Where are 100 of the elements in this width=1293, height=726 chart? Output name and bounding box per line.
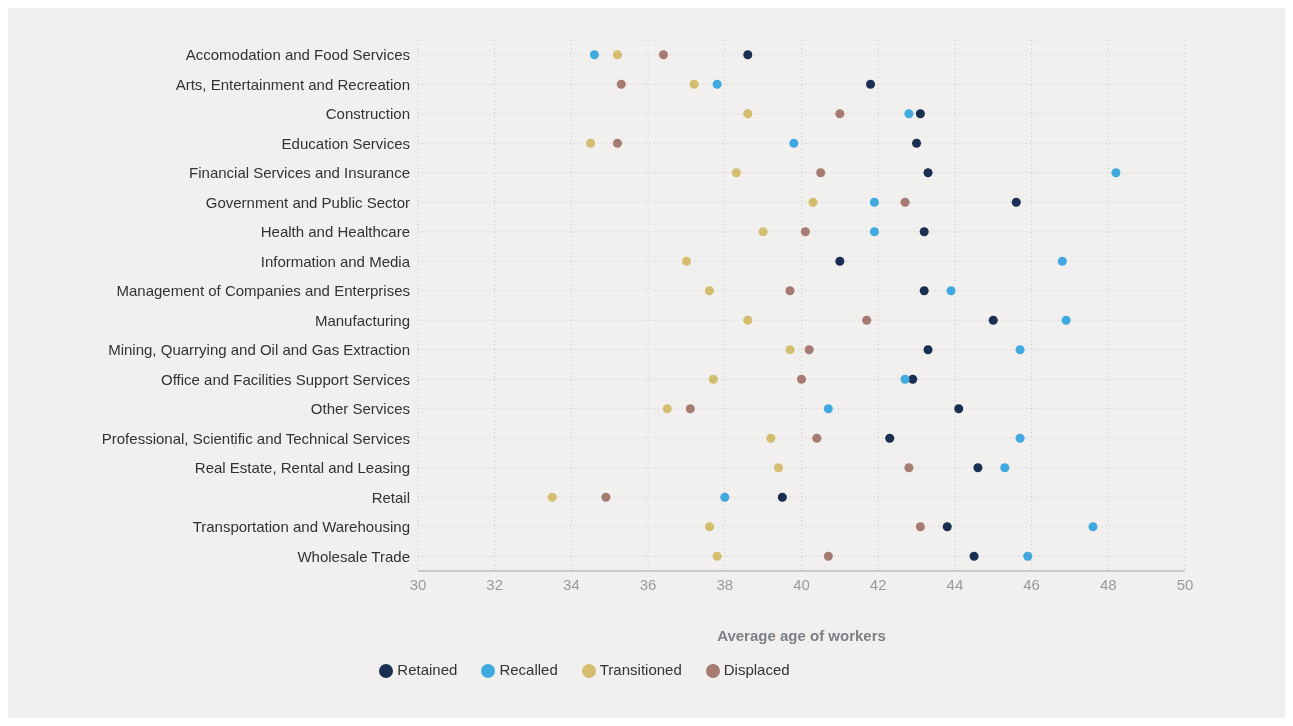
point bbox=[835, 109, 845, 119]
y-tick-label: Other Services bbox=[310, 400, 410, 418]
point bbox=[988, 315, 998, 325]
point bbox=[777, 492, 787, 502]
point bbox=[904, 463, 914, 473]
x-tick-label: 38 bbox=[716, 575, 734, 593]
legend-label: Transitioned bbox=[599, 660, 682, 678]
point bbox=[743, 109, 753, 119]
point bbox=[954, 404, 964, 414]
point bbox=[704, 522, 714, 532]
point bbox=[704, 286, 714, 296]
point bbox=[689, 79, 699, 89]
point bbox=[808, 197, 818, 207]
point bbox=[919, 227, 929, 237]
point bbox=[869, 197, 879, 207]
x-tick-label: 34 bbox=[563, 575, 580, 593]
point bbox=[946, 286, 956, 296]
point bbox=[681, 256, 691, 266]
point bbox=[586, 138, 596, 148]
point bbox=[900, 197, 910, 207]
point bbox=[758, 227, 768, 237]
x-tick-label: 46 bbox=[1023, 575, 1040, 593]
point bbox=[685, 404, 695, 414]
point bbox=[823, 404, 833, 414]
point bbox=[612, 138, 622, 148]
point bbox=[969, 551, 979, 561]
y-tick-label: Mining, Quarrying and Oil and Gas Extraction bbox=[108, 341, 410, 359]
point bbox=[601, 492, 611, 502]
point bbox=[712, 79, 722, 89]
point bbox=[1011, 197, 1021, 207]
point bbox=[616, 79, 626, 89]
point bbox=[1000, 463, 1010, 473]
y-tick-label: Construction bbox=[325, 105, 410, 123]
y-tick-label: Office and Facilities Support Services bbox=[160, 370, 410, 388]
point bbox=[547, 492, 557, 502]
x-tick-label: 50 bbox=[1176, 575, 1194, 593]
point bbox=[785, 345, 795, 355]
point bbox=[904, 109, 914, 119]
point bbox=[720, 492, 730, 502]
x-axis-title: Average age of workers bbox=[717, 626, 886, 644]
point bbox=[785, 286, 795, 296]
legend-label: Displaced bbox=[723, 660, 790, 678]
point bbox=[885, 433, 895, 443]
y-tick-label: Financial Services and Insurance bbox=[189, 164, 410, 182]
point bbox=[804, 345, 814, 355]
point bbox=[915, 109, 925, 119]
point bbox=[766, 433, 776, 443]
point bbox=[1015, 433, 1025, 443]
x-tick-label: 36 bbox=[639, 575, 657, 593]
point bbox=[1057, 256, 1067, 266]
x-tick-label: 48 bbox=[1099, 575, 1117, 593]
point bbox=[816, 168, 826, 178]
point bbox=[743, 50, 753, 60]
y-tick-label: Accomodation and Food Services bbox=[185, 46, 410, 64]
point bbox=[915, 522, 925, 532]
point bbox=[923, 168, 933, 178]
y-tick-label: Information and Media bbox=[260, 252, 411, 270]
point bbox=[789, 138, 799, 148]
x-tick-label: 44 bbox=[946, 575, 964, 593]
y-tick-label: Management of Companies and Enterprises bbox=[116, 282, 410, 300]
point bbox=[908, 374, 918, 384]
point bbox=[869, 227, 879, 237]
point bbox=[812, 433, 822, 443]
point bbox=[912, 138, 922, 148]
x-tick-label: 32 bbox=[486, 575, 504, 593]
point bbox=[900, 374, 910, 384]
y-tick-label: Professional, Scientific and Technical Services bbox=[101, 429, 410, 447]
point bbox=[731, 168, 741, 178]
point bbox=[800, 227, 810, 237]
y-tick-label: Retail bbox=[371, 488, 410, 506]
point bbox=[835, 256, 845, 266]
y-tick-label: Education Services bbox=[281, 134, 410, 152]
y-tick-label: Arts, Entertainment and Recreation bbox=[175, 75, 410, 93]
point bbox=[1061, 315, 1071, 325]
y-tick-label: Manufacturing bbox=[314, 311, 410, 329]
legend-label: Recalled bbox=[499, 660, 558, 678]
point bbox=[708, 374, 718, 384]
point bbox=[862, 315, 872, 325]
point bbox=[773, 463, 783, 473]
point bbox=[1088, 522, 1098, 532]
point bbox=[919, 286, 929, 296]
point bbox=[942, 522, 952, 532]
point bbox=[923, 345, 933, 355]
y-tick-label: Transportation and Warehousing bbox=[192, 518, 410, 536]
point bbox=[823, 551, 833, 561]
legend-label: Retained bbox=[397, 660, 458, 678]
y-tick-label: Government and Public Sector bbox=[205, 193, 410, 211]
point bbox=[658, 50, 668, 60]
y-tick-label: Health and Healthcare bbox=[260, 223, 410, 241]
point bbox=[866, 79, 876, 89]
point bbox=[743, 315, 753, 325]
point bbox=[1111, 168, 1121, 178]
point bbox=[589, 50, 599, 60]
x-tick-label: 42 bbox=[869, 575, 887, 593]
point bbox=[973, 463, 983, 473]
x-tick-label: 30 bbox=[409, 575, 427, 593]
point bbox=[712, 551, 722, 561]
y-tick-label: Real Estate, Rental and Leasing bbox=[194, 459, 410, 477]
point bbox=[796, 374, 807, 384]
x-tick-label: 40 bbox=[793, 575, 810, 593]
